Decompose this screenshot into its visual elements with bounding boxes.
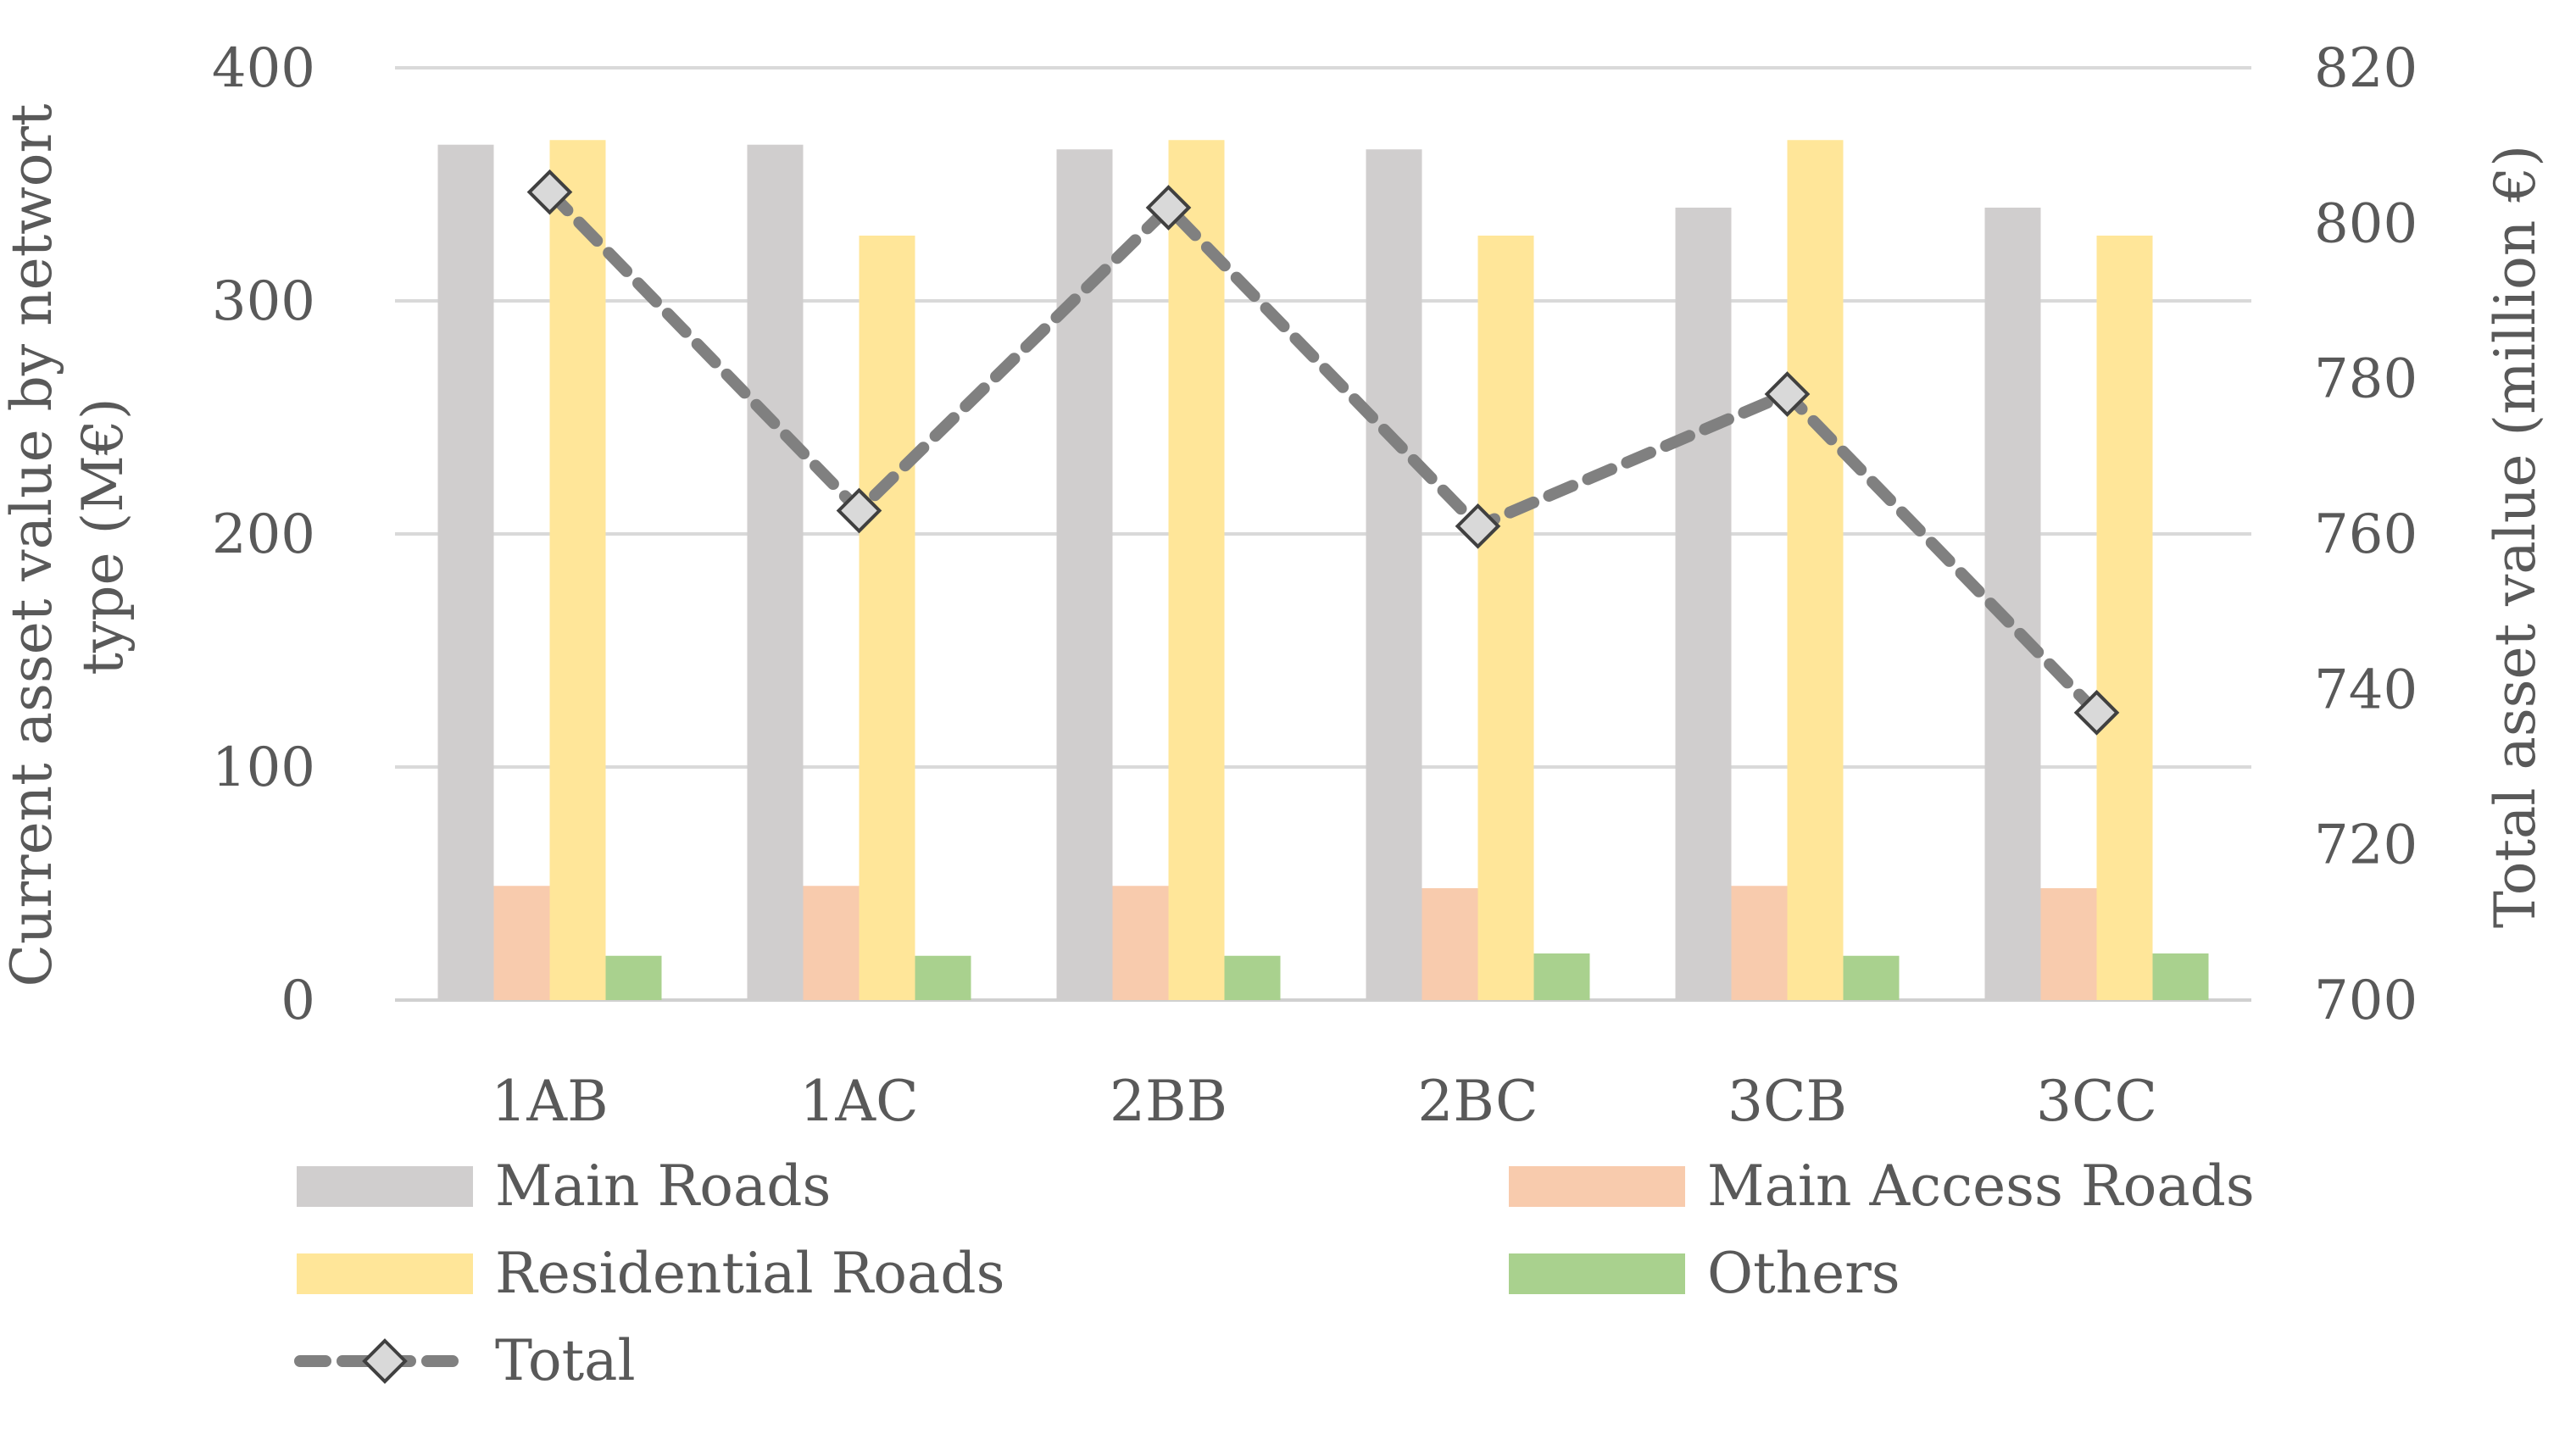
total-marker-1ac bbox=[836, 487, 882, 534]
left-tick-label: 100 bbox=[212, 736, 315, 799]
x-axis-ticks: 1AB 1AC 2BB 2BC 3CB 3CC bbox=[491, 1069, 2157, 1134]
bar-others-2bc bbox=[1533, 953, 1590, 1000]
left-axis-title-line2: type (M€) bbox=[70, 397, 136, 675]
bar-main-roads-1ab bbox=[437, 144, 494, 1000]
bar-others-3cb bbox=[1843, 955, 1900, 1000]
bar-others-3cc bbox=[2152, 953, 2209, 1000]
bar-main-roads-3cb bbox=[1675, 208, 1732, 1000]
bar-residential-roads-3cb bbox=[1787, 140, 1844, 1000]
right-tick-label: 720 bbox=[2314, 814, 2417, 877]
bar-residential-roads-1ab bbox=[549, 140, 606, 1000]
x-tick-label-1ac: 1AC bbox=[799, 1069, 918, 1134]
total-marker-1ab bbox=[526, 169, 573, 215]
x-tick-label-2bc: 2BC bbox=[1417, 1069, 1538, 1134]
legend: Main Roads Main Access Roads Residential R… bbox=[294, 1153, 2255, 1393]
legend-swatch-residential-roads bbox=[297, 1253, 473, 1294]
left-axis-title: Current asset value by networt type (M€) bbox=[0, 86, 136, 987]
left-axis-ticks: 0 100 200 300 400 bbox=[212, 37, 315, 1032]
legend-label-main-access-roads: Main Access Roads bbox=[1707, 1153, 2255, 1219]
legend-label-residential-roads: Residential Roads bbox=[495, 1241, 1005, 1306]
legend-label-total: Total bbox=[495, 1328, 636, 1393]
bar-others-1ac bbox=[915, 955, 971, 1000]
right-tick-label: 820 bbox=[2314, 37, 2417, 100]
bar-main-roads-2bc bbox=[1366, 149, 1422, 1000]
right-axis-title: Total asset value (million €) bbox=[2483, 145, 2548, 928]
bar-residential-roads-2bb bbox=[1168, 140, 1225, 1000]
right-tick-label: 780 bbox=[2314, 348, 2417, 411]
bar-main-access-roads-1ab bbox=[493, 886, 550, 1000]
legend-swatch-main-access-roads bbox=[1509, 1166, 1685, 1207]
left-tick-label: 400 bbox=[212, 37, 315, 100]
x-tick-label-3cb: 3CB bbox=[1728, 1069, 1847, 1134]
total-line-series bbox=[526, 169, 2120, 736]
left-tick-label: 200 bbox=[212, 503, 315, 566]
bar-others-1ab bbox=[605, 955, 662, 1000]
left-axis-title-line1: Current asset value by networt bbox=[0, 103, 64, 987]
bar-residential-roads-1ac bbox=[859, 236, 915, 1000]
total-line bbox=[543, 186, 2103, 719]
legend-swatch-main-roads bbox=[297, 1166, 473, 1207]
left-tick-label: 0 bbox=[281, 970, 315, 1032]
bar-main-access-roads-2bc bbox=[1422, 888, 1478, 1000]
right-tick-label: 700 bbox=[2314, 970, 2417, 1032]
legend-label-main-roads: Main Roads bbox=[495, 1153, 831, 1219]
total-marker-2bc bbox=[1455, 503, 1501, 549]
bar-main-access-roads-3cc bbox=[2040, 888, 2097, 1000]
total-marker-3cb bbox=[1764, 371, 1811, 417]
bar-main-access-roads-1ac bbox=[803, 886, 860, 1000]
total-marker-3cc bbox=[2073, 690, 2120, 736]
bar-main-access-roads-3cb bbox=[1731, 886, 1788, 1000]
bar-series bbox=[437, 140, 2209, 1000]
right-tick-label: 800 bbox=[2314, 192, 2417, 255]
legend-swatch-total-marker bbox=[362, 1338, 408, 1384]
x-tick-label-3cc: 3CC bbox=[2036, 1069, 2157, 1134]
right-tick-label: 760 bbox=[2314, 503, 2417, 566]
left-tick-label: 300 bbox=[212, 270, 315, 333]
gridlines bbox=[395, 66, 2251, 1002]
bar-main-roads-1ac bbox=[747, 144, 804, 1000]
right-tick-label: 740 bbox=[2314, 659, 2417, 721]
bar-residential-roads-3cc bbox=[2096, 236, 2153, 1000]
x-tick-label-2bb: 2BB bbox=[1110, 1069, 1227, 1134]
legend-label-others: Others bbox=[1707, 1241, 1900, 1306]
x-tick-label-1ab: 1AB bbox=[491, 1069, 608, 1134]
bar-main-access-roads-2bb bbox=[1112, 886, 1169, 1000]
total-marker-2bb bbox=[1145, 185, 1192, 231]
bar-others-2bb bbox=[1224, 955, 1281, 1000]
bar-residential-roads-2bc bbox=[1477, 236, 1534, 1000]
legend-swatch-others bbox=[1509, 1253, 1685, 1294]
right-axis-ticks: 700 720 740 760 780 800 820 bbox=[2314, 37, 2417, 1032]
